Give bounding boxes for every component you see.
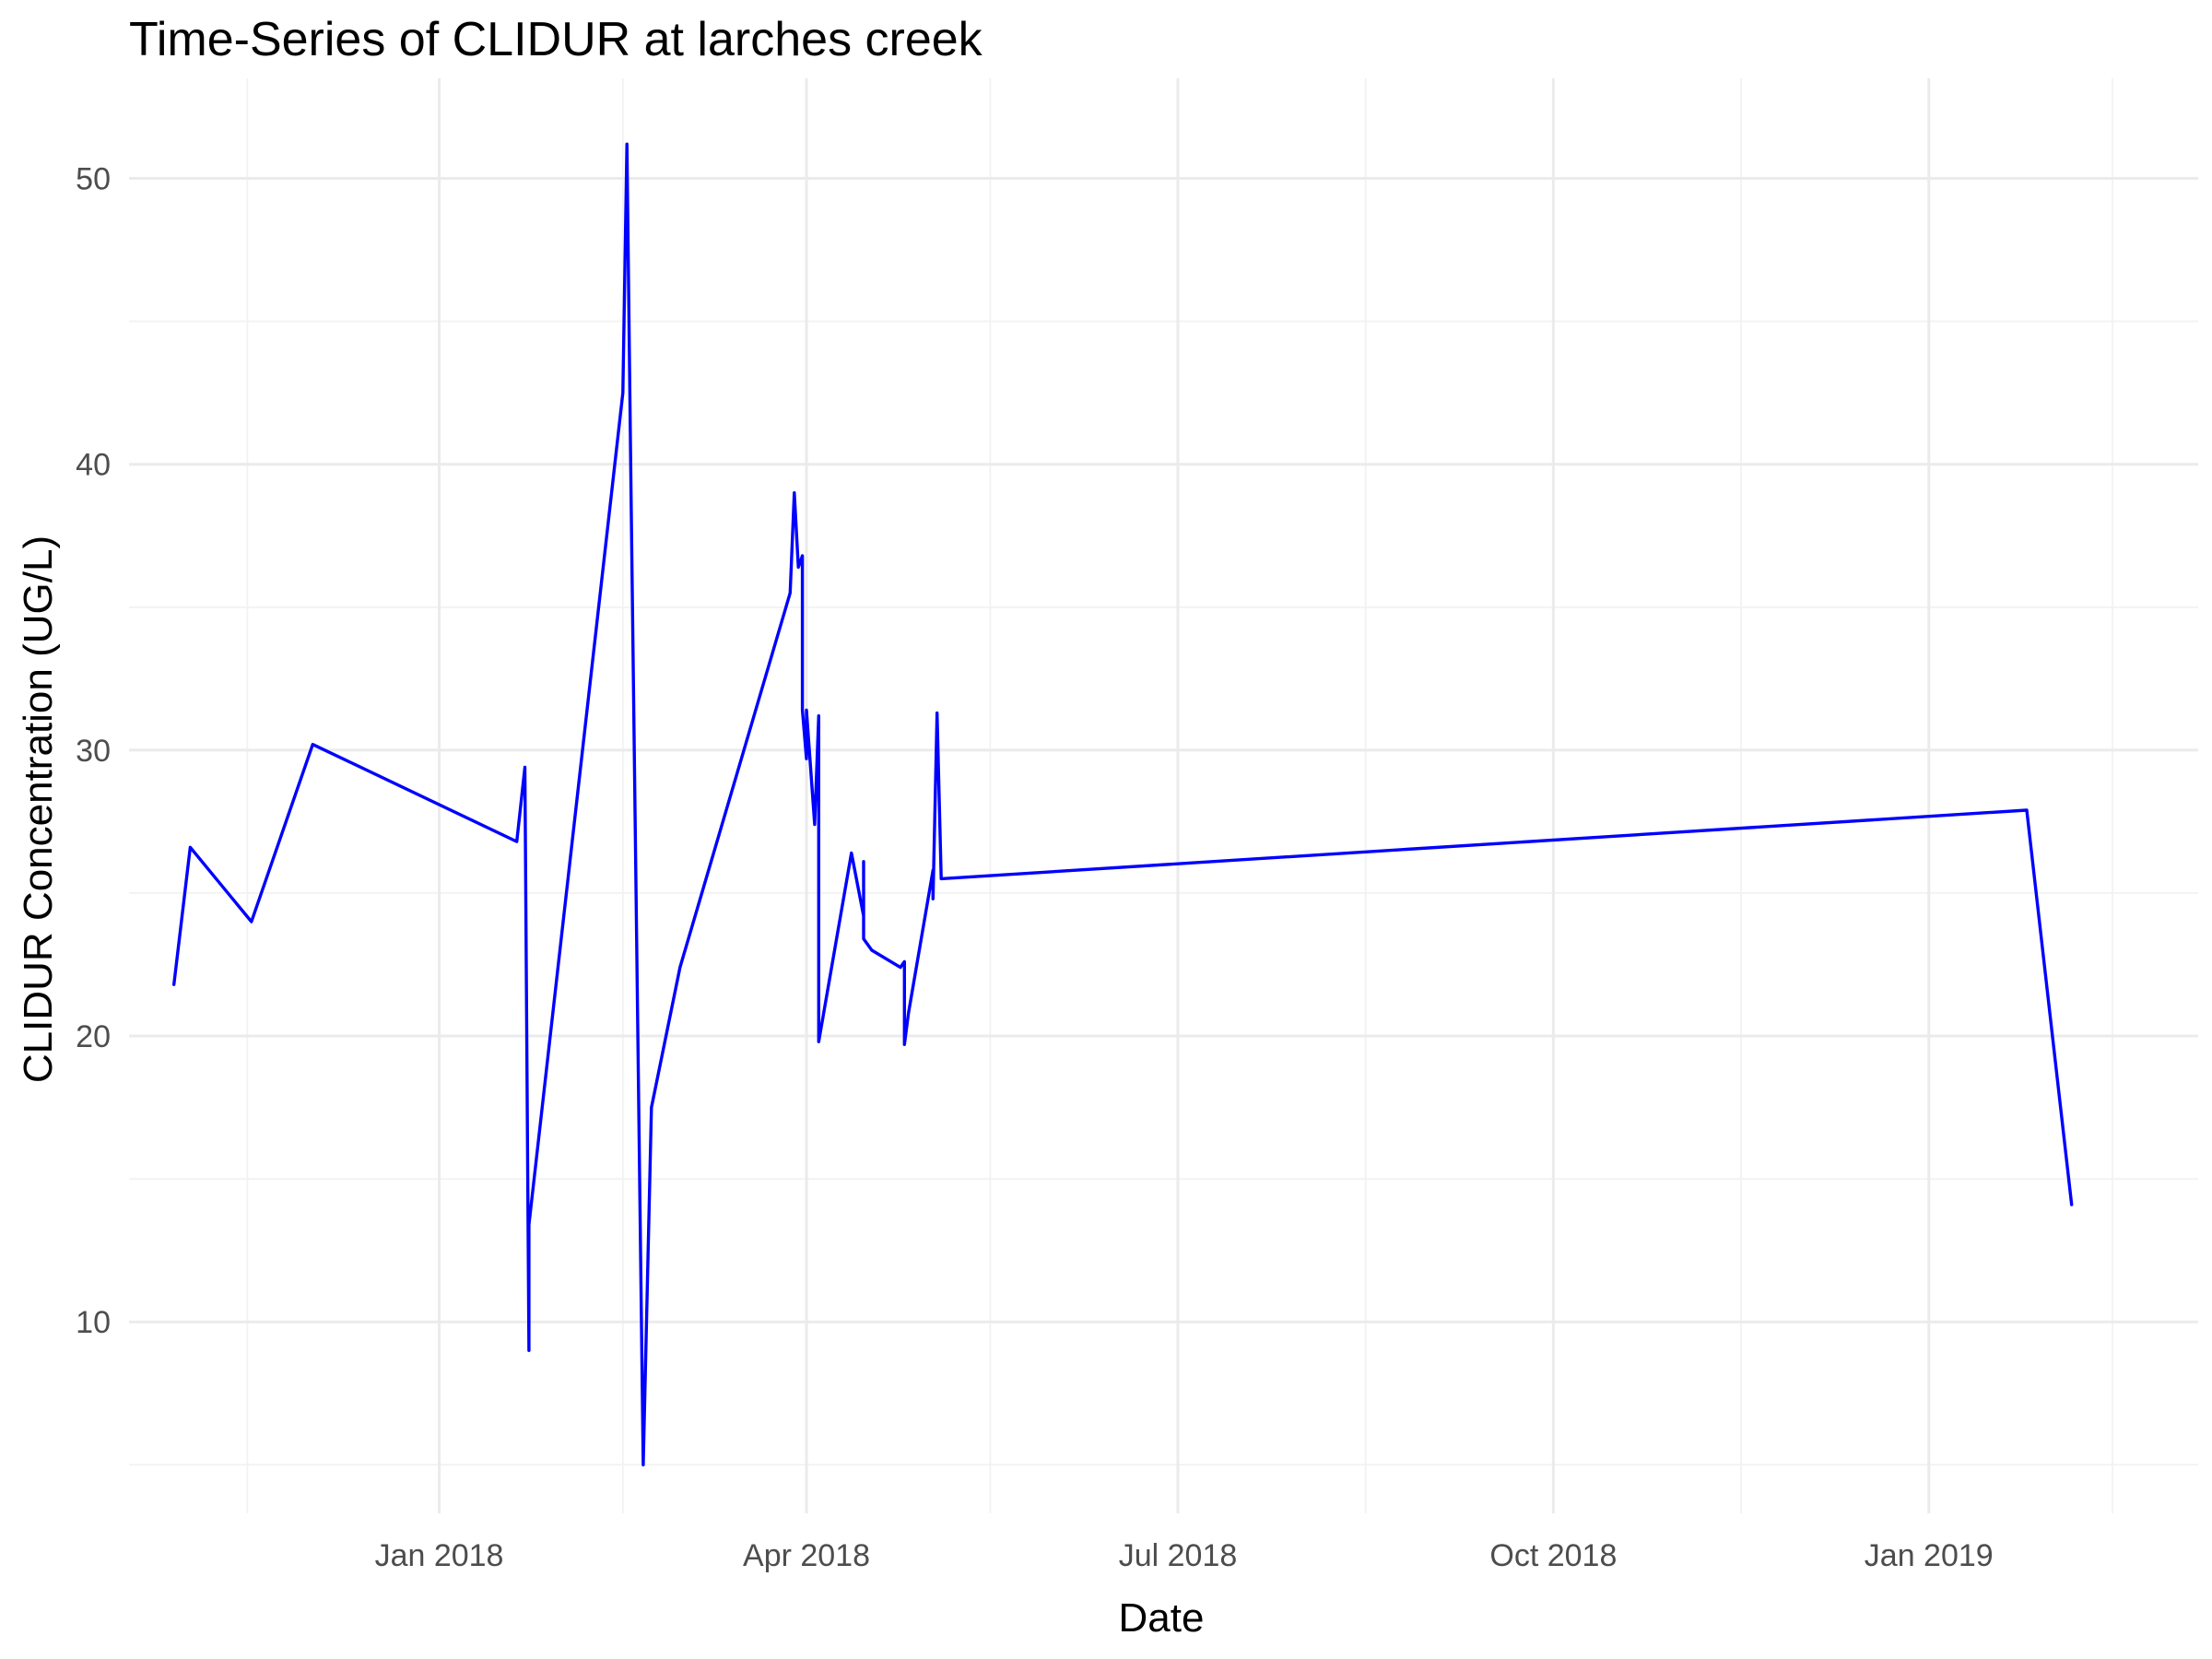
gridlines bbox=[129, 78, 2198, 1513]
y-tick-label: 20 bbox=[76, 1019, 111, 1054]
x-tick-label: Oct 2018 bbox=[1489, 1538, 1617, 1573]
x-axis-title: Date bbox=[1119, 1595, 1205, 1641]
y-tick-label: 40 bbox=[76, 448, 111, 483]
chart-title: Time-Series of CLIDUR at larches creek bbox=[129, 13, 983, 66]
x-axis-ticks: Jan 2018 Apr 2018 Jul 2018 Oct 2018 Jan 2019 bbox=[375, 1538, 1994, 1573]
x-tick-label: Jan 2019 bbox=[1865, 1538, 1994, 1573]
y-axis-ticks: 10 20 30 40 50 bbox=[76, 162, 111, 1341]
y-tick-label: 10 bbox=[76, 1305, 111, 1340]
x-tick-label: Jul 2018 bbox=[1119, 1538, 1238, 1573]
series-line bbox=[171, 142, 2074, 1467]
x-tick-label: Jan 2018 bbox=[375, 1538, 504, 1573]
y-tick-label: 30 bbox=[76, 734, 111, 769]
series-layer bbox=[171, 142, 2074, 1467]
x-tick-label: Apr 2018 bbox=[743, 1538, 870, 1573]
y-tick-label: 50 bbox=[76, 162, 111, 197]
y-axis-title: CLIDUR Concentration (UG/L) bbox=[16, 535, 61, 1083]
